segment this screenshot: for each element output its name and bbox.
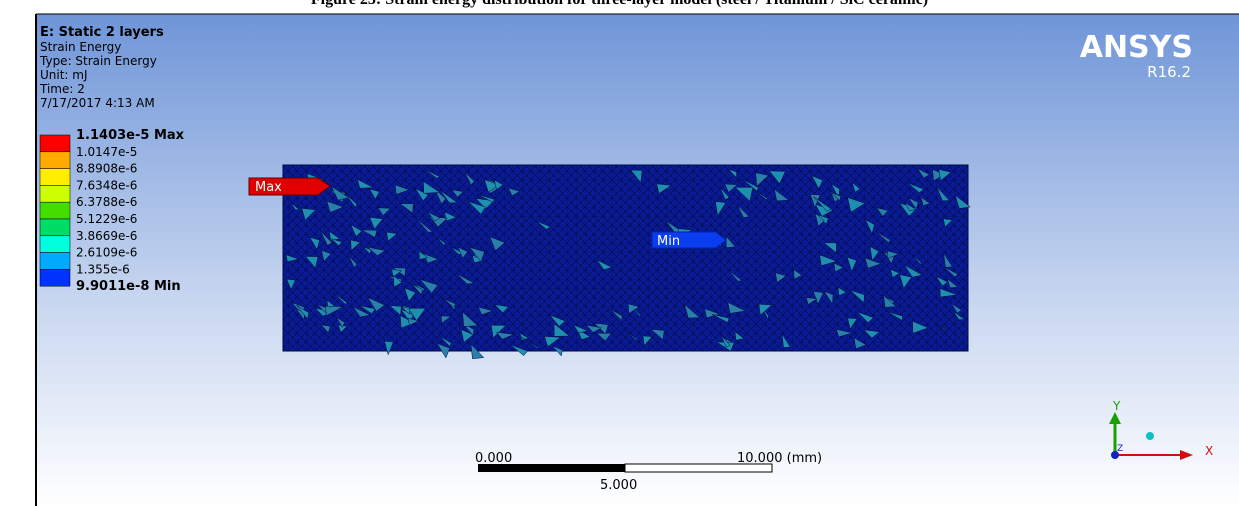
- legend-band: [40, 269, 70, 286]
- triad-ball: [1146, 432, 1154, 440]
- legend-label: 8.8908e-6: [76, 162, 137, 176]
- legend-label: 1.355e-6: [76, 262, 130, 276]
- figure-caption: Figure 23: Strain energy distribution fo…: [0, 0, 1239, 9]
- logo-version: R16.2: [1147, 63, 1191, 81]
- legend-label: 6.3788e-6: [76, 195, 137, 209]
- legend-band: [40, 202, 70, 219]
- legend-label: 1.1403e-5 Max: [76, 128, 185, 143]
- legend-label: 7.6348e-6: [76, 178, 137, 192]
- header-line: Unit: mJ: [40, 68, 88, 82]
- header-line: Type: Strain Energy: [39, 54, 157, 68]
- legend-band: [40, 135, 70, 152]
- min-label: Min: [657, 234, 680, 249]
- legend-band: [40, 169, 70, 186]
- triad-z-label: Z: [1117, 444, 1123, 454]
- legend-label: 9.9011e-8 Min: [76, 279, 181, 294]
- triad-y-label: Y: [1112, 399, 1121, 413]
- legend-band: [40, 152, 70, 169]
- legend-label: 2.6109e-6: [76, 246, 137, 260]
- header-title: E: Static 2 layers: [40, 25, 164, 40]
- scale-left: 0.000: [475, 451, 512, 466]
- legend-band: [40, 219, 70, 236]
- scale-middle: 5.000: [600, 478, 637, 493]
- scale-right: 10.000 (mm): [737, 451, 822, 466]
- logo-name: ANSYS: [1080, 30, 1193, 65]
- legend-band: [40, 185, 70, 202]
- legend-band: [40, 253, 70, 270]
- header-line: Time: 2: [39, 82, 85, 96]
- header-line: 7/17/2017 4:13 AM: [40, 96, 155, 110]
- header-line: Strain Energy: [40, 40, 121, 54]
- legend-label: 3.8669e-6: [76, 229, 137, 243]
- legend-label: 1.0147e-5: [76, 145, 137, 159]
- legend-band: [40, 236, 70, 253]
- viewport: E: Static 2 layers Strain EnergyType: St…: [0, 0, 1239, 506]
- triad-x-label: X: [1205, 444, 1213, 458]
- legend-label: 5.1229e-6: [76, 212, 137, 226]
- max-label: Max: [255, 180, 282, 195]
- screenshot: E: Static 2 layers Strain EnergyType: St…: [0, 0, 1239, 506]
